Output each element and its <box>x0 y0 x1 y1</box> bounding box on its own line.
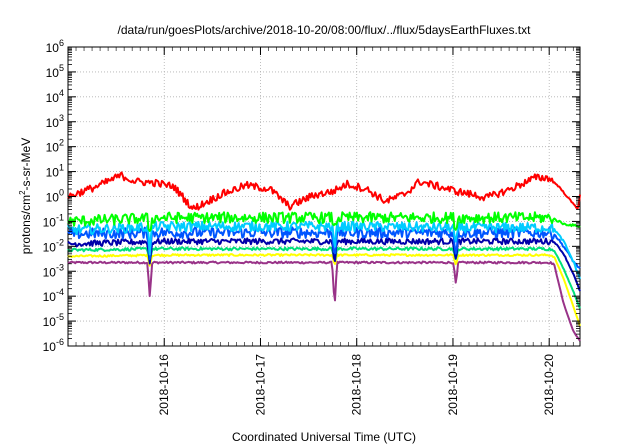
series-line <box>67 260 581 342</box>
x-axis-label: Coordinated Universal Time (UTC) <box>232 430 416 444</box>
y-tick-label: 100 <box>46 188 64 205</box>
y-tick-label: 101 <box>46 163 64 180</box>
y-tick-label: 102 <box>46 138 64 155</box>
x-tick-label: 2018-10-18 <box>350 354 364 416</box>
series-line <box>67 211 581 232</box>
series-line <box>67 246 581 309</box>
y-tick-label: 104 <box>46 88 64 105</box>
series-line <box>67 220 581 280</box>
y-tick-label: 106 <box>46 38 64 55</box>
grid-lines <box>68 47 580 346</box>
series-line <box>67 237 581 292</box>
x-tick-label: 2018-10-19 <box>446 354 460 416</box>
y-tick-label: 10-1 <box>43 212 64 229</box>
chart-title: /data/run/goesPlots/archive/2018-10-20/0… <box>118 23 532 37</box>
y-axis-label-sup: 2 <box>18 190 27 195</box>
x-axis-ticks: 2018-10-16 2018-10-17 2018-10-18 2018-10-19… <box>67 47 574 416</box>
plot-area: 10-6 10-5 10-4 10-3 10-2 10-1 100 101 102 103 104 1… <box>43 38 581 416</box>
x-tick-label: 2018-10-17 <box>253 354 267 416</box>
y-tick-label: 10-3 <box>43 262 64 279</box>
y-axis-ticks: 10-6 10-5 10-4 10-3 10-2 10-1 100 101 102 103 104 1… <box>43 38 580 354</box>
x-tick-label: 2018-10-16 <box>157 354 171 416</box>
y-tick-label: 103 <box>46 113 64 130</box>
series-group <box>67 171 581 342</box>
y-tick-label: 10-4 <box>43 287 64 304</box>
x-tick-label: 2018-10-20 <box>542 354 556 416</box>
y-tick-label: 105 <box>46 63 64 80</box>
series-line <box>67 253 581 327</box>
y-axis-label: protons/cm2-s-sr-MeV <box>18 138 33 254</box>
y-tick-label: 10-2 <box>43 237 64 254</box>
series-line <box>67 171 581 211</box>
y-tick-label: 10-5 <box>43 312 64 329</box>
y-tick-label: 10-6 <box>43 337 64 354</box>
